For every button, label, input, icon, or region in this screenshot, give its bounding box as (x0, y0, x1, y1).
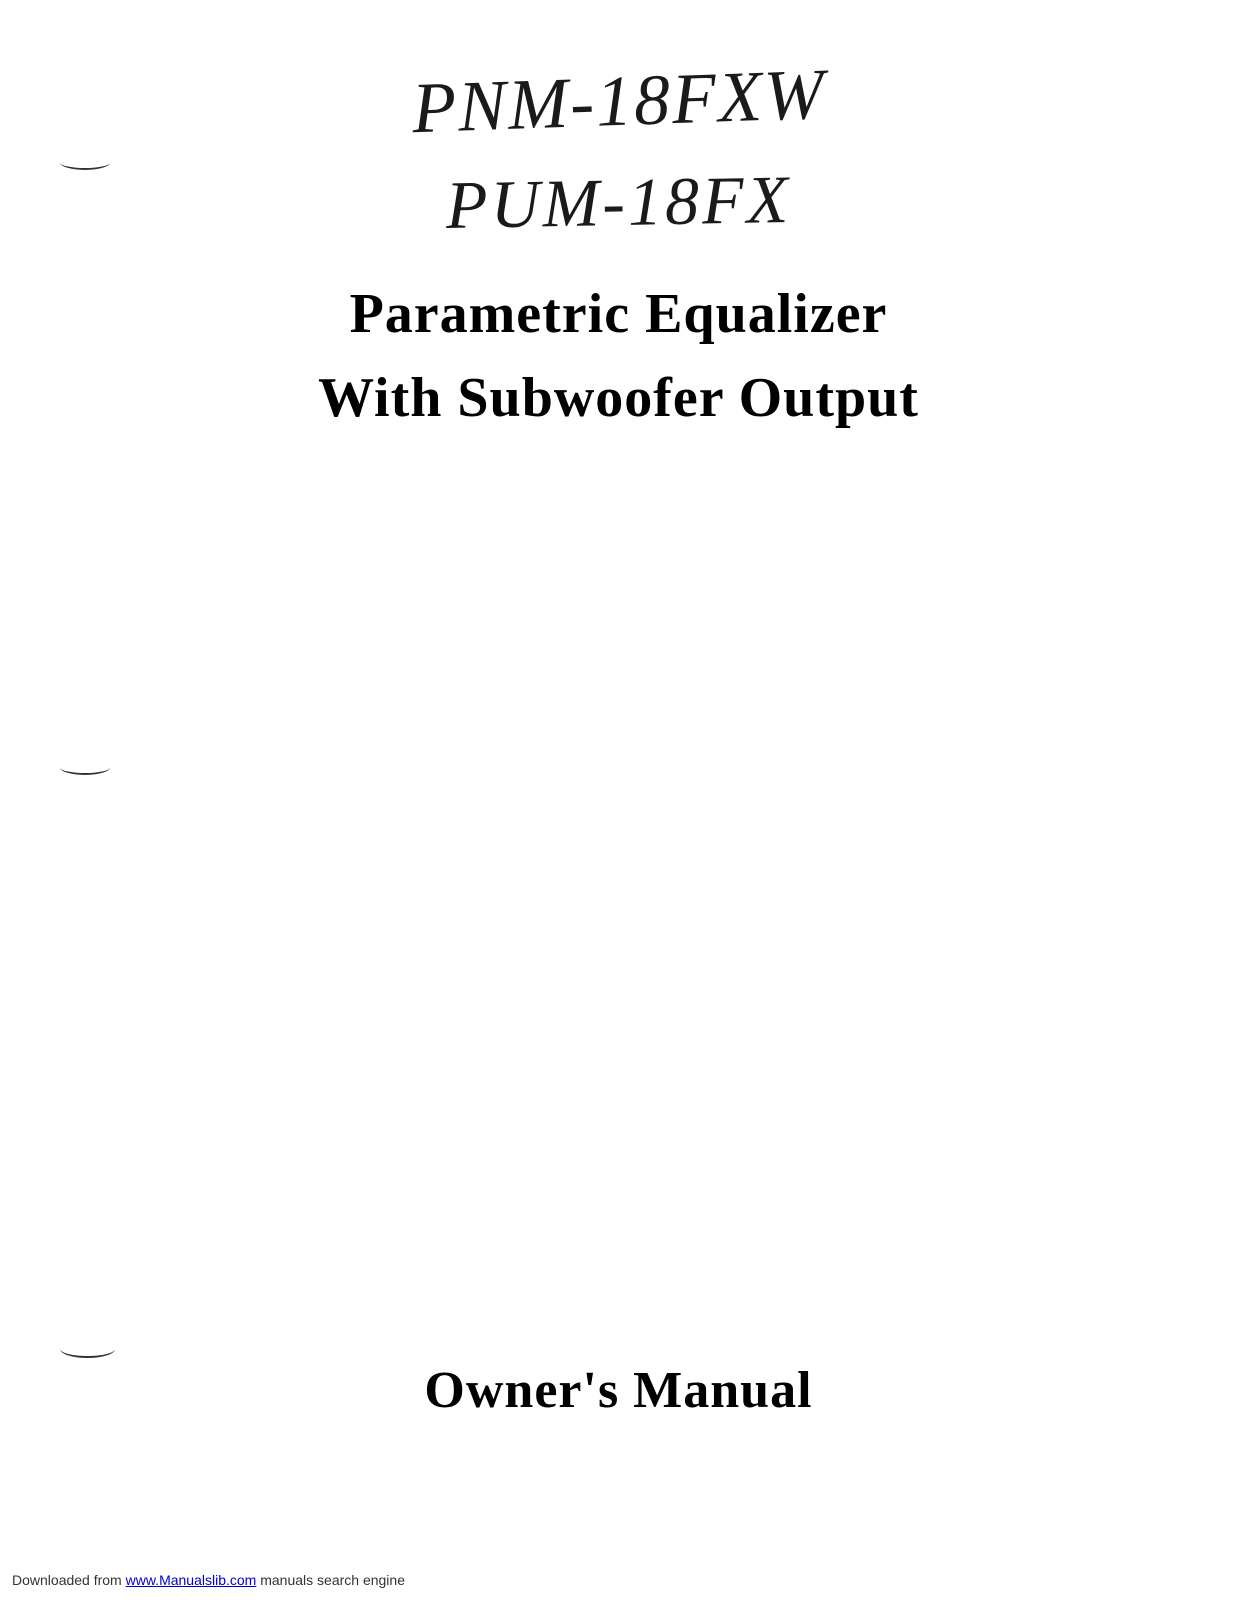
footer-suffix: manuals search engine (256, 1572, 405, 1588)
page-footer: Downloaded from www.Manualslib.com manua… (12, 1572, 405, 1588)
handwritten-notes: PNM-18FXW PUM-18FX (80, 60, 1157, 242)
title-line-2: With Subwoofer Output (80, 366, 1157, 430)
scan-artifact (60, 1340, 115, 1358)
scan-artifact (60, 760, 110, 775)
handwritten-model-2: PUM-18FX (445, 160, 791, 245)
footer-link[interactable]: www.Manualslib.com (126, 1572, 257, 1588)
handwritten-model-1: PNM-18FXW (410, 53, 827, 150)
document-subtitle-area: Owner's Manual (0, 1361, 1237, 1420)
document-page: PNM-18FXW PUM-18FX Parametric Equalizer … (0, 0, 1237, 1600)
footer-prefix: Downloaded from (12, 1572, 126, 1588)
title-line-1: Parametric Equalizer (80, 282, 1157, 346)
scan-artifact (60, 155, 110, 170)
document-subtitle: Owner's Manual (0, 1361, 1237, 1420)
document-title: Parametric Equalizer With Subwoofer Outp… (80, 282, 1157, 430)
